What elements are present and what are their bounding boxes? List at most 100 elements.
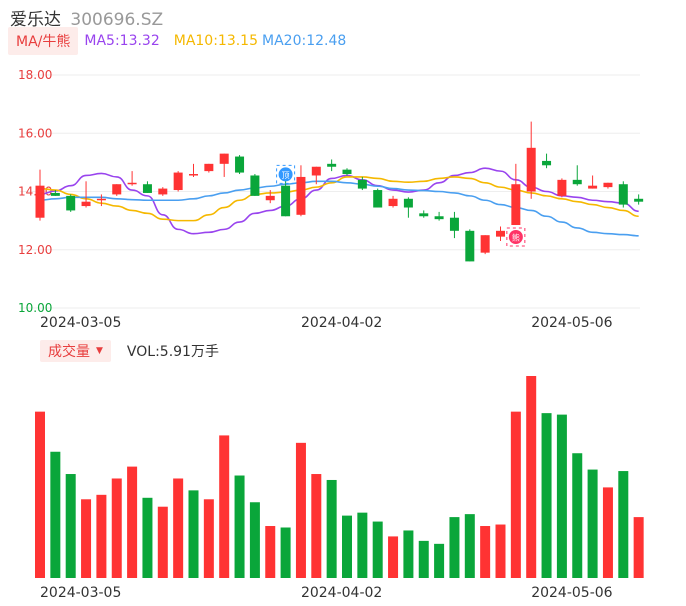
candle-body [296, 176, 306, 215]
volume-bar [449, 517, 460, 578]
candle-body [81, 201, 91, 207]
ma20-legend: MA20:12.48 [262, 33, 347, 49]
x-tick-label: 2024-04-02 [301, 585, 382, 601]
volume-bar [234, 475, 245, 578]
volume-bar [311, 474, 322, 578]
candle-body [96, 198, 106, 201]
volume-bar [111, 478, 122, 578]
candle-body [189, 174, 198, 176]
candlesticks [35, 121, 644, 262]
candle-body [35, 185, 45, 218]
caret-down-icon: ▼ [96, 346, 103, 356]
marker-frame [506, 227, 526, 247]
x-tick-label: 2024-05-06 [531, 315, 612, 331]
candle-body [311, 166, 321, 176]
candle-body [173, 172, 183, 191]
volume-bar [510, 411, 521, 578]
ma-line-ma5 [39, 167, 639, 235]
volume-bar [602, 487, 613, 578]
candle-body [542, 160, 552, 166]
volume-bar [418, 540, 429, 578]
volume-bar [495, 524, 506, 578]
candle-body [449, 217, 459, 231]
volume-bar [157, 506, 168, 578]
volume-bar [280, 527, 291, 578]
volume-bar [464, 514, 475, 578]
x-tick-label: 2024-03-05 [40, 315, 121, 331]
ma-legend: MA/牛熊 MA5:13.32 MA10:13.15 MA20:12.48 [8, 27, 350, 55]
candle-body [112, 184, 122, 195]
volume-x-axis: 2024-03-05 2024-04-02 2024-05-06 [40, 585, 613, 601]
candle-body [465, 230, 475, 262]
candle-body [66, 195, 76, 211]
bull-marker-icon [278, 167, 293, 182]
candle-body [342, 169, 352, 175]
marker-label: 熊 [512, 232, 520, 242]
stock-name: 爱乐达 [10, 10, 61, 30]
volume-bar [572, 453, 583, 578]
volume-bar [142, 497, 153, 578]
volume-bar [403, 530, 414, 578]
candle-body [480, 235, 490, 253]
candle-body [603, 182, 613, 188]
ma-toggle-button[interactable]: MA/牛熊 [8, 27, 79, 55]
volume-bar [127, 466, 138, 578]
x-tick-label: 2024-03-05 [40, 585, 121, 601]
price-grid [20, 74, 640, 309]
x-tick-label: 2024-04-02 [301, 315, 382, 331]
candle-body [265, 195, 275, 201]
volume-bar [295, 442, 306, 578]
candle-body [204, 163, 214, 172]
y-tick-label: 16.00 [18, 126, 52, 140]
candle-body [327, 163, 337, 167]
candle-body [634, 198, 644, 202]
volume-bar [480, 526, 491, 578]
volume-bar [65, 474, 76, 578]
candle-body [219, 153, 229, 164]
volume-bar [342, 515, 352, 578]
volume-bar [357, 512, 368, 578]
volume-bar [618, 471, 629, 578]
candle-body [588, 185, 598, 189]
ma5-legend: MA5:13.32 [84, 33, 160, 49]
candle-body [357, 179, 367, 189]
ma-line-ma20 [39, 180, 639, 237]
marker-frame [276, 164, 296, 184]
candle-body [557, 179, 567, 196]
candle-body [618, 184, 628, 205]
bear-marker-icon [508, 229, 523, 244]
volume-bar [219, 435, 230, 578]
candle-body [235, 156, 245, 173]
volume-indicator-label: 成交量 [48, 344, 90, 360]
y-tick-label: 14.00 [18, 185, 52, 199]
volume-bar [434, 543, 445, 578]
candle-body [388, 198, 398, 207]
volume-bar [249, 502, 260, 578]
candle-body [403, 198, 413, 208]
price-x-axis: 2024-03-05 2024-04-02 2024-05-06 [40, 315, 613, 331]
x-tick-label: 2024-05-06 [531, 585, 612, 601]
y-tick-label: 12.00 [18, 243, 52, 257]
marker-label: 顶 [282, 171, 290, 180]
volume-bar [35, 411, 45, 578]
candle-body [142, 184, 152, 193]
candle-body [511, 184, 521, 225]
signal-markers: 顶熊 [276, 164, 526, 247]
volume-bar [188, 490, 199, 578]
candle-body [526, 147, 536, 192]
volume-bar [372, 521, 383, 578]
candle-body [572, 179, 582, 185]
candle-body [50, 192, 60, 196]
volume-bar [203, 499, 214, 578]
candle-body [496, 230, 505, 237]
volume-bar [173, 478, 184, 578]
volume-legend: 成交量 ▼ VOL:5.91万手 [40, 340, 219, 362]
volume-bar [96, 494, 107, 578]
y-tick-label: 10.00 [18, 301, 52, 315]
y-tick-label: 18.00 [18, 68, 52, 82]
volume-bar [556, 414, 567, 578]
volume-bar [50, 451, 61, 578]
volume-indicator-dropdown[interactable]: 成交量 ▼ [40, 340, 111, 362]
volume-bar [388, 536, 399, 578]
